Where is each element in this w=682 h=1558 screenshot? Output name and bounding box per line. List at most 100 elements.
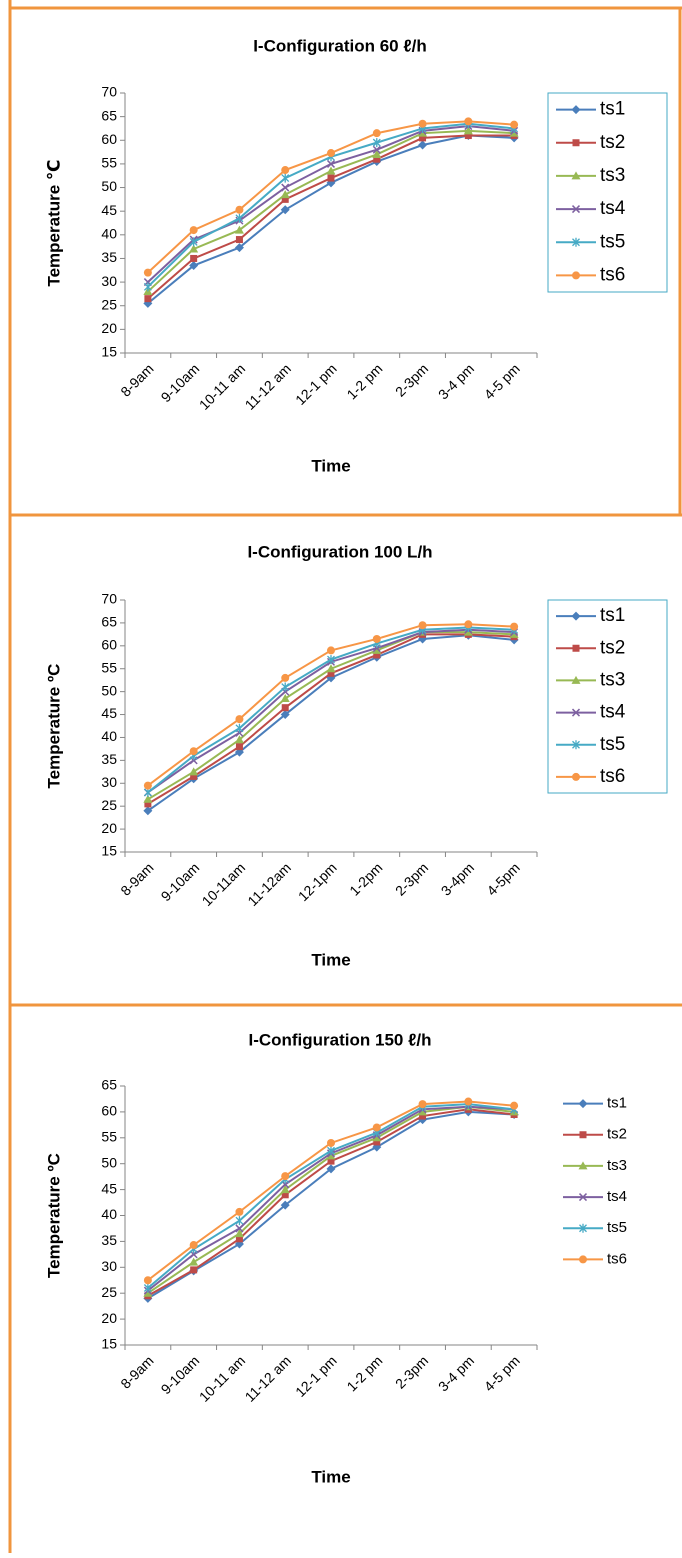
x-tick-label: 3-4 pm — [435, 360, 477, 402]
data-point — [189, 261, 199, 271]
data-point — [327, 669, 335, 677]
data-point — [281, 173, 290, 183]
y-tick-label: 20 — [101, 820, 117, 836]
chart-title: I-Configuration 60 ℓ/h — [253, 36, 427, 55]
data-point — [143, 781, 152, 790]
chart-title: I-Configuration 100 L/h — [247, 542, 432, 561]
data-point — [281, 195, 289, 203]
data-point — [464, 620, 473, 629]
data-point — [234, 243, 244, 253]
x-tick-label: 11-12 am — [242, 360, 294, 412]
series-line — [147, 1103, 515, 1289]
x-tick-label: 3-4pm — [438, 859, 477, 898]
y-tick-label: 45 — [101, 1180, 117, 1196]
data-point — [235, 743, 243, 751]
data-point — [510, 120, 519, 129]
data-point — [372, 129, 381, 138]
data-point — [189, 747, 198, 756]
data-point — [510, 622, 519, 631]
x-tick-label: 12-1 pm — [292, 1352, 340, 1400]
legend-marker — [571, 675, 581, 684]
data-point — [419, 134, 427, 142]
legend-marker — [578, 1161, 588, 1170]
legend-box — [547, 599, 668, 794]
legend-marker — [579, 1131, 587, 1139]
data-point — [418, 1107, 428, 1116]
y-tick-label: 25 — [101, 1284, 117, 1300]
data-point — [281, 704, 289, 712]
data-point — [235, 723, 244, 733]
data-point — [326, 664, 336, 673]
x-tick-label: 4-5 pm — [481, 360, 523, 402]
data-point — [143, 282, 152, 292]
data-point — [280, 1200, 290, 1210]
legend-label: ts5 — [607, 1219, 627, 1236]
y-tick-label: 20 — [101, 320, 117, 336]
x-tick-label: 10-11am — [199, 859, 249, 909]
y-tick-label: 65 — [101, 614, 117, 630]
series-line — [147, 120, 515, 274]
data-point — [281, 1191, 289, 1199]
y-tick-label: 55 — [101, 1129, 117, 1145]
data-point — [234, 225, 244, 234]
data-point — [189, 1241, 198, 1250]
data-point — [280, 190, 290, 199]
x-tick-label: 9-10am — [158, 360, 203, 405]
data-point — [143, 268, 152, 277]
y-tick-label: 15 — [101, 344, 117, 360]
data-point — [372, 1123, 381, 1132]
y-tick-label: 60 — [101, 637, 117, 653]
data-point — [189, 244, 199, 253]
data-point — [235, 236, 243, 244]
x-tick-label: 1-2pm — [346, 859, 385, 898]
legend-marker — [571, 611, 581, 621]
legend-marker — [578, 1099, 588, 1109]
data-point — [281, 673, 290, 682]
y-tick-label: 40 — [101, 1206, 117, 1222]
legend-box — [547, 92, 668, 293]
x-tick-label: 1-2 pm — [343, 1352, 385, 1394]
y-tick-label: 15 — [101, 1336, 117, 1352]
data-point — [190, 1266, 198, 1274]
data-point — [372, 645, 382, 654]
data-point — [372, 634, 381, 643]
y-tick-label: 35 — [101, 1232, 117, 1248]
data-point — [235, 205, 244, 214]
data-point — [327, 149, 335, 158]
legend-label: ts5 — [600, 734, 625, 755]
data-point — [372, 145, 381, 154]
legend-marker — [572, 644, 580, 652]
y-tick-label: 25 — [101, 296, 117, 312]
x-tick-label: 9-10am — [158, 859, 203, 904]
data-point — [372, 149, 382, 158]
y-tick-label: 30 — [101, 774, 117, 790]
data-point — [326, 166, 336, 175]
y-tick-label: 30 — [101, 1258, 117, 1274]
x-axis-label: Time — [311, 456, 350, 475]
data-point — [143, 1288, 153, 1297]
legend-marker — [571, 205, 581, 214]
x-tick-label: 3-4 pm — [435, 1352, 477, 1394]
series-line — [147, 1108, 515, 1297]
y-tick-label: 35 — [101, 751, 117, 767]
legend-marker — [578, 1193, 588, 1202]
data-point — [327, 1157, 335, 1165]
data-point — [281, 166, 290, 175]
data-point — [418, 140, 428, 150]
x-tick-label: 9-10am — [158, 1352, 203, 1397]
y-tick-label: 70 — [101, 591, 117, 607]
x-tick-label: 2-3pm — [392, 859, 431, 898]
data-point — [280, 710, 290, 720]
y-axis-label: Temperature ℃ — [44, 159, 63, 286]
data-point — [189, 1257, 199, 1266]
x-tick-label: 2-3pm — [392, 360, 431, 399]
legend-marker — [572, 740, 580, 750]
data-point — [190, 772, 198, 780]
data-point — [190, 254, 198, 262]
legend-marker — [579, 1223, 587, 1233]
y-tick-label: 70 — [101, 84, 117, 100]
chart-title: I-Configuration 150 ℓ/h — [248, 1030, 431, 1049]
legend-label: ts4 — [600, 198, 626, 219]
y-tick-label: 60 — [101, 131, 117, 147]
